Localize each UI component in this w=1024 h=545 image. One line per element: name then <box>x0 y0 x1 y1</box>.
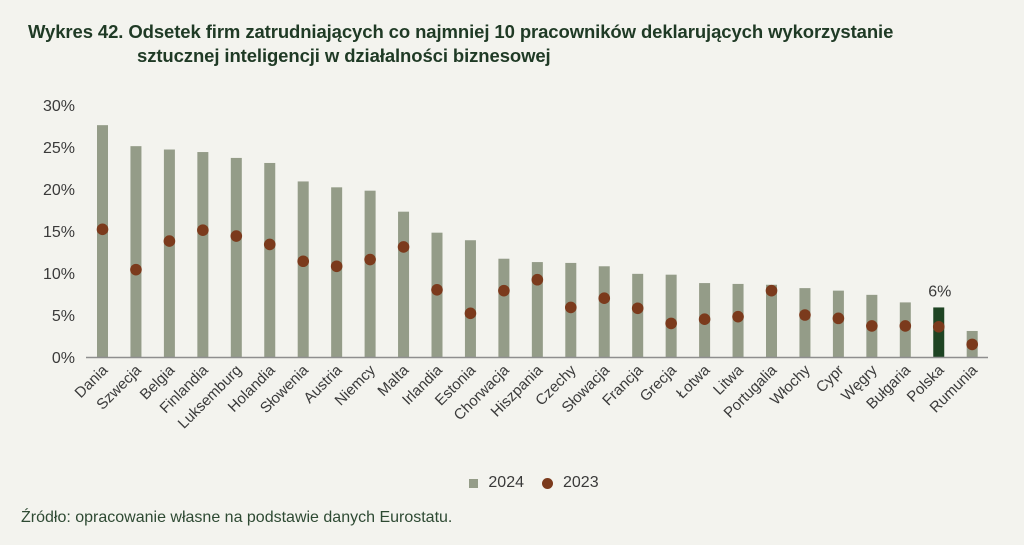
legend-label-2024: 2024 <box>488 474 524 491</box>
dot-2023 <box>163 235 176 247</box>
legend-swatch-square <box>469 478 479 488</box>
dot-2023 <box>531 273 544 286</box>
dot-2023 <box>197 224 209 236</box>
bar-2024 <box>364 190 376 357</box>
bar-2024 <box>632 273 644 357</box>
y-tick-label: 15% <box>43 224 75 241</box>
dot-2023 <box>431 284 443 296</box>
bar-2024 <box>230 157 242 357</box>
dot-2023 <box>866 320 878 332</box>
bar-2024 <box>498 258 510 357</box>
legend: 2024 2023 <box>0 474 1024 492</box>
dot-2023 <box>832 312 845 325</box>
dot-2023 <box>130 263 142 276</box>
x-axis-labels: DaniaSzwecjaBelgiaFinlandiaLuksemburgHol… <box>72 361 982 432</box>
x-tick-label: Grecja <box>637 361 681 405</box>
dot-2023 <box>96 223 109 236</box>
dot-2023 <box>598 292 611 305</box>
chart-title-line1: Wykres 42. Odsetek firm zatrudniających … <box>28 21 894 42</box>
legend-item-2024: 2024 <box>469 474 524 492</box>
bar-2024 <box>665 274 677 357</box>
dot-2023 <box>799 309 811 321</box>
y-tick-label: 5% <box>52 308 75 325</box>
y-axis: 0% 5% 10% 15% 20% 25% 30% <box>43 98 75 367</box>
dot-2023 <box>665 317 677 330</box>
dot-2023 <box>899 320 912 332</box>
legend-swatch-dot <box>542 477 553 489</box>
y-tick-label: 20% <box>43 182 75 199</box>
bar-2024 <box>163 149 175 357</box>
bar-2024 <box>264 162 276 357</box>
y-tick-label: 30% <box>43 98 75 115</box>
chart-title-line2: sztucznej inteligencji w działalności bi… <box>137 45 551 66</box>
x-tick-label: Łotwa <box>673 361 714 402</box>
data-label-polska: 6% <box>928 283 951 300</box>
dot-2023 <box>765 284 778 297</box>
dots-2023 <box>96 223 978 351</box>
dot-2023 <box>932 320 945 333</box>
y-tick-label: 25% <box>43 140 75 157</box>
y-tick-label: 10% <box>43 266 75 283</box>
bar-2024 <box>197 152 209 357</box>
legend-label-2023: 2023 <box>563 474 599 491</box>
dot-2023 <box>364 253 376 266</box>
legend-item-2023: 2023 <box>542 474 599 492</box>
bar-2024 <box>531 262 543 357</box>
bar-2024 <box>297 181 309 357</box>
dot-2023 <box>966 338 978 351</box>
dot-2023 <box>698 313 711 326</box>
bar-2024 <box>331 187 343 357</box>
dot-2023 <box>263 238 276 251</box>
bars-2024 <box>97 125 978 357</box>
dot-2023 <box>565 301 577 314</box>
bar-2024 <box>398 211 410 357</box>
bar-2024 <box>130 146 142 357</box>
dot-2023 <box>498 284 510 297</box>
source-note: Źródło: opracowanie własne na podstawie … <box>21 509 453 526</box>
bar-chart: 0% 5% 10% 15% 20% 25% 30% DaniaSzwecjaBelgiaFi… <box>43 98 988 432</box>
dot-2023 <box>631 302 644 315</box>
dot-2023 <box>732 310 744 323</box>
dot-2023 <box>330 260 343 273</box>
bar-2024 <box>598 266 610 357</box>
dot-2023 <box>397 241 410 253</box>
bar-2024 <box>97 125 108 357</box>
dot-2023 <box>297 255 310 268</box>
y-tick-label: 0% <box>52 350 75 367</box>
bar-2024 <box>799 288 811 357</box>
dot-2023 <box>230 230 243 242</box>
bar-2024 <box>766 284 777 357</box>
dot-2023 <box>464 307 477 320</box>
chart-title: Wykres 42. Odsetek firm zatrudniających … <box>28 20 893 68</box>
bar-2024 <box>464 240 476 357</box>
